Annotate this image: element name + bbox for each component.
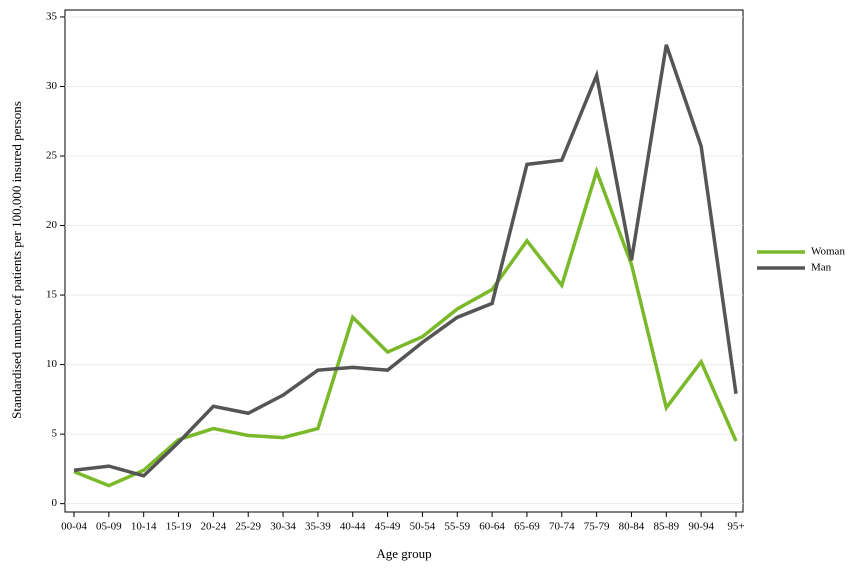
- y-tick-label: 35: [46, 10, 58, 22]
- x-tick-label: 90-94: [688, 521, 714, 533]
- x-tick-label: 45-49: [375, 521, 401, 533]
- x-tick-label: 70-74: [549, 521, 575, 533]
- x-tick-label: 20-24: [201, 521, 227, 533]
- y-tick-label: 20: [46, 219, 58, 231]
- series-line: [73, 44, 738, 478]
- legend-label: Woman: [811, 246, 845, 258]
- y-tick-label: 15: [46, 289, 58, 301]
- x-tick-label: 55-59: [444, 521, 470, 533]
- y-tick-label: 0: [52, 497, 58, 509]
- x-tick-label: 10-14: [131, 521, 157, 533]
- y-tick-label: 10: [46, 358, 58, 370]
- y-tick-label: 25: [46, 150, 58, 162]
- y-tick-label: 5: [52, 428, 58, 440]
- legend-label: Man: [811, 262, 832, 274]
- plot-frame: [64, 9, 744, 513]
- x-tick-label: 15-19: [166, 521, 192, 533]
- x-tick-label: 75-79: [584, 521, 610, 533]
- y-tick-label: 30: [46, 80, 58, 92]
- x-tick-label: 95+: [727, 521, 744, 533]
- x-tick-label: 40-44: [340, 521, 366, 533]
- x-tick-label: 25-29: [235, 521, 261, 533]
- x-tick-label: 80-84: [619, 521, 645, 533]
- y-axis-title: Standardised number of patients per 100,…: [9, 101, 24, 419]
- x-axis-title: Age group: [376, 546, 431, 561]
- x-tick-label: 05-09: [96, 521, 122, 533]
- x-tick-label: 30-34: [270, 521, 296, 533]
- x-tick-label: 00-04: [61, 521, 87, 533]
- x-tick-label: 65-69: [514, 521, 540, 533]
- x-tick-label: 50-54: [410, 521, 436, 533]
- x-tick-label: 85-89: [653, 521, 679, 533]
- x-tick-label: 35-39: [305, 521, 331, 533]
- x-tick-label: 60-64: [479, 521, 505, 533]
